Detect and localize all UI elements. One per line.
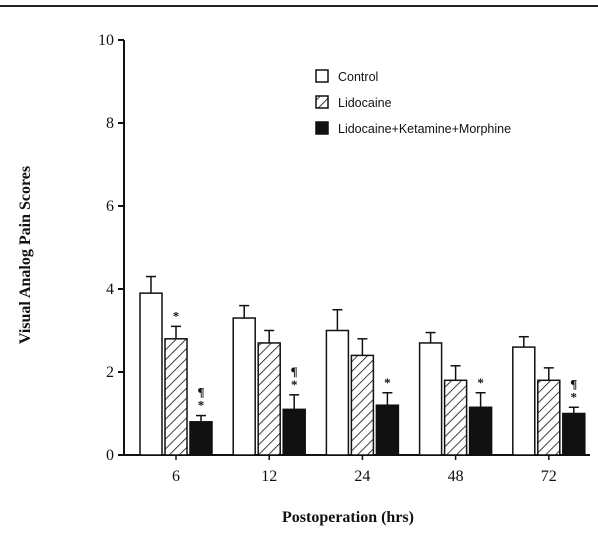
bars: *¶*¶* * * ¶* [140,277,585,455]
legend-label: Lidocaine [338,96,392,110]
bar-lidocaine-72 [538,380,560,455]
y-axis-title: Visual Analog Pain Scores [17,166,34,344]
bar-lidocaine-24 [351,355,373,455]
significance-marker: * [198,398,205,413]
bar-control-48 [420,343,442,455]
y-tick-label: 4 [106,281,114,298]
y-tick-label: 0 [106,447,114,464]
legend-swatch [316,70,328,82]
legend: Control Lidocaine Lidocaine+Ketamine+Morph… [316,70,511,136]
y-tick-label: 10 [98,32,114,49]
x-tick-label: 24 [354,468,370,485]
bar-lidocaine-12 [258,343,280,455]
y-tick-label: 2 [106,364,114,381]
y-tick-label: 8 [106,115,114,132]
bar-control-24 [326,331,348,456]
bar-lidocaine-ketamine-morphine-72 [563,414,585,456]
legend-swatch [316,122,328,134]
significance-marker: * [477,375,484,390]
bar-control-6 [140,293,162,455]
x-tick-label: 12 [261,468,277,485]
significance-marker: * [291,377,298,392]
significance-marker: * [173,308,180,323]
bar-control-12 [233,318,255,455]
y-tick-label: 6 [106,198,114,215]
x-axis-title: Postoperation (hrs) [282,509,414,526]
bar-lidocaine-ketamine-morphine-48 [470,407,492,455]
bar-lidocaine-6 [165,339,187,455]
bar-lidocaine-ketamine-morphine-24 [376,405,398,455]
x-tick-label: 72 [541,468,557,485]
significance-marker: * [571,389,578,404]
legend-label: Control [338,70,378,84]
legend-swatch [316,96,328,108]
significance-marker: * [384,375,391,390]
bar-lidocaine-ketamine-morphine-12 [283,409,305,455]
bar-lidocaine-ketamine-morphine-6 [190,422,212,455]
x-tick-label: 48 [448,468,464,485]
x-tick-label: 6 [172,468,180,485]
bar-control-72 [513,347,535,455]
legend-label: Lidocaine+Ketamine+Morphine [338,122,511,136]
bar-lidocaine-48 [445,380,467,455]
